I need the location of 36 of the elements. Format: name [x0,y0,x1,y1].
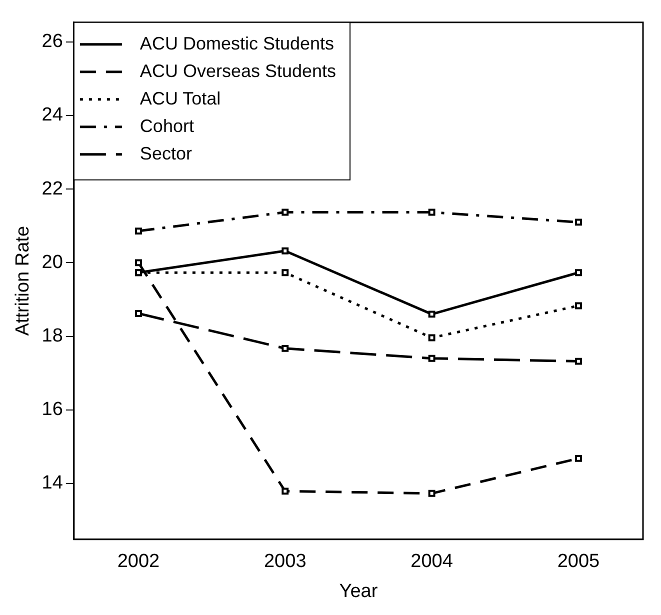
point [574,269,582,276]
point [134,310,142,317]
y-tick-label: 24 [42,104,64,126]
y-tick-label: 18 [42,326,63,347]
y-tick-label: 14 [42,472,64,494]
point [282,269,289,276]
x-tick-label: 2003 [264,551,306,572]
point [282,488,289,495]
x-tick-label: 2004 [410,551,454,572]
y-tick-label: 16 [42,399,63,420]
point [428,354,436,362]
legend-label: ACU Overseas Students [140,60,336,81]
legend-label: Cohort [140,116,194,136]
point [428,334,436,342]
point [574,358,582,365]
point [282,208,289,216]
point [574,302,582,310]
x-tick-label: 2005 [557,551,600,572]
legend-label: ACU Total [140,88,221,108]
y-tick-label: 20 [42,252,63,273]
x-axis-title: Year [339,580,378,602]
point [574,218,582,226]
point [282,344,289,352]
legend-label: Sector [140,143,192,164]
y-tick-label: 26 [42,31,63,52]
x-tick-label: 2002 [117,551,160,572]
y-tick-label: 22 [42,178,63,200]
y-axis-title: Attrition Rate [12,226,34,336]
point [574,454,582,462]
point [134,228,142,235]
point [428,490,436,497]
point [282,247,289,254]
point [428,208,436,216]
point [134,259,142,266]
legend-label: ACU Domestic Students [140,33,334,54]
point [428,310,436,318]
